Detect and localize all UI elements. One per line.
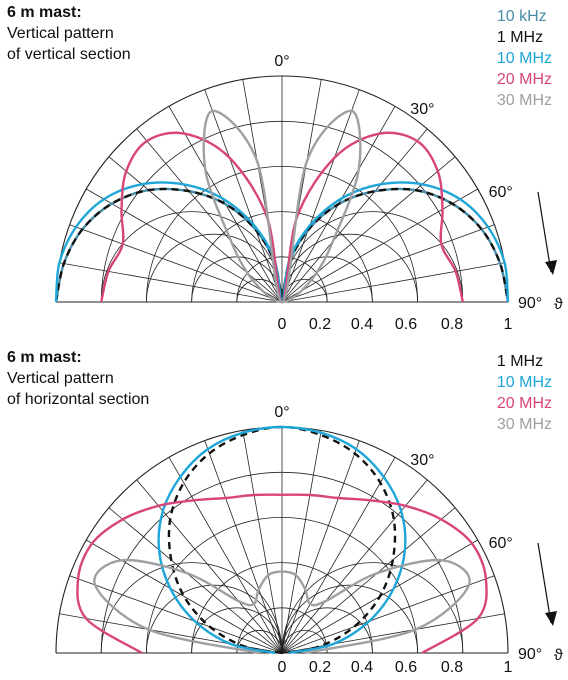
series-group (54, 109, 510, 304)
grid-spoke (281, 430, 322, 654)
chart-panel-horizontal-section: 0 0.2 0.4 0.6 0.8 1 0° 30° 60° 90° ϑ 6 m mast: Ver… (0, 340, 568, 680)
radial-tick-label: 0 (278, 659, 287, 676)
polar-plot-vertical-section: 0 0.2 0.4 0.6 0.8 1 0° 30° 60° 90° ϑ (54, 53, 563, 333)
polar-grid (55, 426, 509, 654)
radial-tick-label: 1 (504, 316, 513, 333)
grid-spoke (168, 457, 283, 654)
grid-spoke (108, 156, 283, 303)
angle-label: 60° (489, 535, 513, 552)
grid-spoke (136, 128, 283, 303)
radial-tick-label: 0.4 (351, 659, 373, 676)
angle-label: 90° (518, 646, 542, 663)
legend-entry: 20 MHz (496, 71, 552, 88)
grid-spoke (69, 575, 283, 654)
angle-label: 90° (518, 295, 542, 312)
legend-entry: 10 MHz (496, 50, 552, 67)
chart-subtitle-line-1: Vertical pattern (7, 370, 114, 387)
radial-tick-label: 0.2 (309, 659, 331, 676)
grid-spoke (281, 188, 478, 303)
radial-tick-label: 0.8 (441, 316, 463, 333)
grid-spoke (69, 224, 283, 303)
grid-spoke (281, 507, 456, 654)
grid-spoke (281, 613, 505, 654)
legend-entry: 1 MHz (496, 29, 544, 46)
radial-tick-label: 0.8 (441, 659, 463, 676)
series-group (76, 425, 488, 655)
series-line-30-mhz (202, 109, 362, 304)
grid-spoke (281, 156, 456, 303)
legend-entry: 30 MHz (496, 416, 552, 433)
grid-spoke (59, 262, 283, 303)
grid-spoke (108, 507, 283, 654)
chart-title-block: 6 m mast: Vertical pattern of horizontal… (7, 347, 149, 410)
theta-label: ϑ (554, 296, 563, 313)
radial-tick-label: 0.6 (395, 659, 417, 676)
chart-title: 6 m mast: (7, 4, 82, 21)
legend-entry: 20 MHz (496, 395, 552, 412)
chart-panel-vertical-section: 0 0.2 0.4 0.6 0.8 1 0° 30° 60° 90° ϑ 6 m mast: Ver… (7, 2, 563, 333)
grid-spoke (86, 539, 283, 654)
grid-spoke (281, 457, 396, 654)
grid-circle (281, 584, 418, 654)
radial-tick-label: 0.4 (351, 316, 373, 333)
grid-circle (100, 562, 283, 654)
direction-arrow-head (545, 611, 557, 626)
grid-spoke (242, 430, 283, 654)
grid-circle (281, 607, 373, 654)
grid-circle (191, 607, 283, 654)
series-line-10-mhz (157, 425, 407, 655)
series-line-30-mhz (93, 558, 471, 655)
angle-label: 30° (410, 101, 434, 118)
grid-spoke (281, 89, 360, 303)
polar-plot-horizontal-section: 0 0.2 0.4 0.6 0.8 1 0° 30° 60° 90° ϑ (55, 404, 563, 676)
legend-entry: 10 MHz (496, 374, 552, 391)
direction-arrow-head (545, 260, 557, 275)
chart-legend: 10 kHz 1 MHz 10 MHz 20 MHz 30 MHz (497, 6, 552, 111)
legend-entry: 1 MHz (496, 353, 544, 370)
chart-subtitle-line-2: of vertical section (7, 46, 131, 63)
grid-spoke (86, 188, 283, 303)
grid-spoke (204, 89, 283, 303)
grid-spoke (281, 440, 360, 654)
grid-circle (146, 584, 283, 654)
chart-subtitle-line-2: of horizontal section (7, 391, 150, 408)
chart-title-block: 6 m mast: Vertical pattern of vertical s… (7, 2, 131, 65)
grid-spoke (281, 575, 495, 654)
radial-tick-label: 1 (504, 659, 513, 676)
angle-label: 0° (274, 404, 289, 421)
theta-label: ϑ (554, 647, 563, 664)
grid-spoke (281, 128, 428, 303)
grid-spoke (281, 262, 505, 303)
radial-tick-label: 0 (278, 316, 287, 333)
direction-arrow-line (537, 542, 552, 624)
series-line-20-mhz (76, 493, 488, 655)
legend-entry: 30 MHz (496, 92, 552, 109)
grid-spoke (281, 479, 428, 654)
angle-label: 0° (274, 53, 289, 70)
angle-label: 30° (410, 452, 434, 469)
radial-tick-label: 0.6 (395, 316, 417, 333)
direction-arrow-line (537, 191, 552, 273)
legend-entry: 10 kHz (496, 8, 547, 25)
chart-title: 6 m mast: (7, 349, 82, 366)
grid-spoke (281, 224, 495, 303)
grid-spoke (204, 440, 283, 654)
chart-subtitle-line-1: Vertical pattern (7, 25, 114, 42)
chart-legend: 1 MHz 10 MHz 20 MHz 30 MHz (497, 351, 552, 435)
grid-spoke (136, 479, 283, 654)
angle-label: 60° (489, 184, 513, 201)
radial-tick-label: 0.2 (309, 316, 331, 333)
grid-circle (281, 562, 464, 654)
